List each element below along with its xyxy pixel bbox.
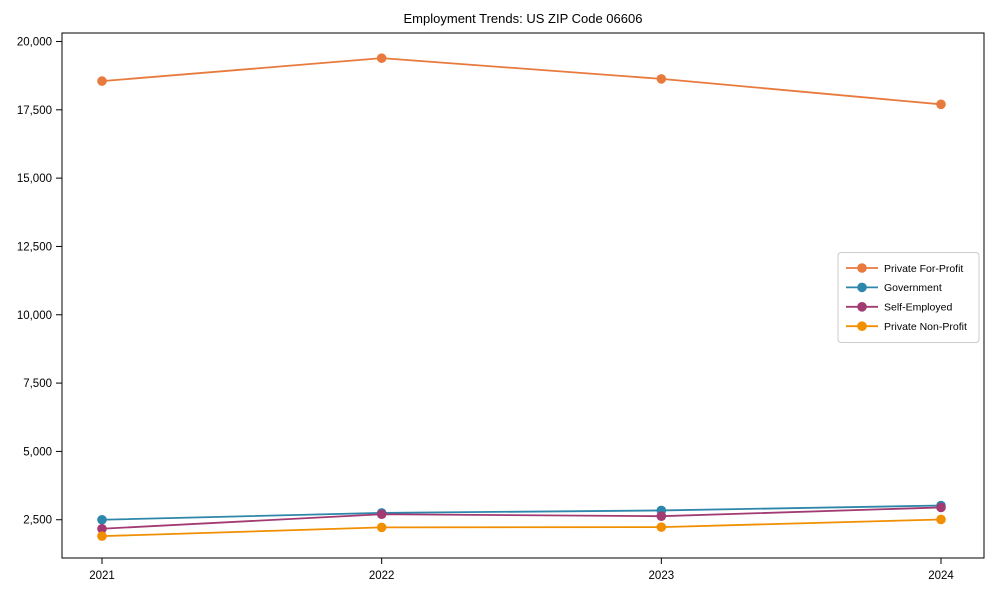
- series-line-government: [101, 504, 942, 521]
- legend-sample-marker-government: [857, 282, 867, 293]
- y-tick-label: 2,500: [23, 515, 52, 527]
- legend-label-government: Government: [884, 282, 942, 294]
- data-point-government-2021: [97, 514, 107, 525]
- y-axis: 2,500 5,000 7,500 10,000 12,500 15,000 17,500 2…: [17, 36, 62, 527]
- y-tick-label: 20,000: [17, 36, 52, 48]
- y-tick-label: 10,000: [17, 310, 52, 322]
- data-point-private-for-profit-2024: [936, 99, 946, 110]
- y-tick-label: 15,000: [17, 173, 52, 185]
- data-point-private-non-profit-2022: [376, 522, 387, 533]
- legend-box: [837, 252, 980, 343]
- series-lines: [97, 53, 946, 541]
- data-point-self-employed-2024: [936, 502, 946, 513]
- data-point-private-non-profit-2024: [936, 514, 946, 525]
- data-point-private-for-profit-2023: [656, 74, 667, 84]
- data-point-private-non-profit-2023: [656, 522, 667, 532]
- legend-label-private-for-profit: Private For-Profit: [884, 263, 963, 275]
- chart-title: Employment Trends: US ZIP Code 06606: [404, 11, 643, 26]
- series-line-self-employed: [101, 506, 942, 530]
- y-tick-label: 5,000: [23, 446, 52, 458]
- x-tick-label: 2024: [928, 570, 954, 582]
- legend: Private For-Profit Government Self-Employe…: [837, 252, 980, 343]
- series-line-private-non-profit: [101, 518, 942, 538]
- plot-frame: [61, 32, 985, 559]
- x-tick-label: 2022: [369, 570, 395, 582]
- legend-label-private-non-profit: Private Non-Profit: [884, 321, 967, 333]
- data-point-private-non-profit-2021: [97, 531, 107, 541]
- y-tick-label: 7,500: [23, 378, 52, 390]
- data-point-self-employed-2022: [376, 509, 387, 520]
- legend-label-self-employed: Self-Employed: [884, 302, 952, 314]
- plot-border: [61, 32, 985, 559]
- x-tick-label: 2023: [649, 570, 675, 582]
- data-point-self-employed-2023: [656, 511, 667, 521]
- y-tick-label: 12,500: [17, 241, 52, 253]
- x-axis: 2021 2022 2023 2024: [89, 558, 954, 582]
- y-tick-label: 17,500: [17, 105, 52, 117]
- data-point-private-for-profit-2022: [376, 53, 387, 63]
- series-line-private-for-profit: [101, 57, 942, 106]
- x-tick-label: 2021: [89, 570, 115, 582]
- legend-sample-marker-private-non-profit: [857, 321, 867, 332]
- data-point-self-employed-2021: [97, 523, 107, 534]
- legend-sample-marker-self-employed: [857, 302, 867, 312]
- legend-sample-marker-private-for-profit: [857, 263, 867, 273]
- data-point-private-for-profit-2021: [97, 76, 107, 86]
